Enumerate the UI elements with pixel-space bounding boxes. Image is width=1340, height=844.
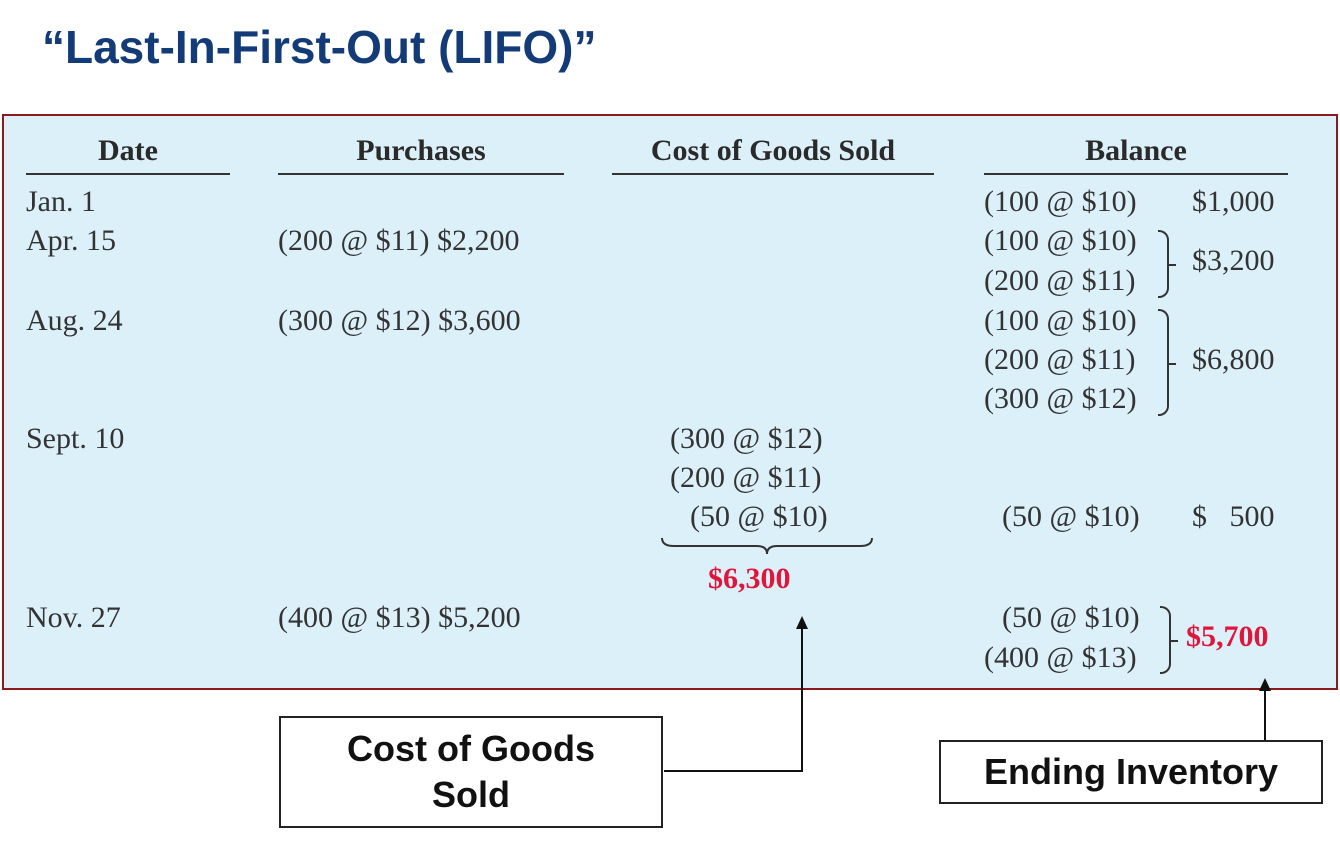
- header-date: Date: [98, 134, 158, 167]
- page-title: “Last-In-First-Out (LIFO)”: [42, 21, 597, 73]
- cogs-arrow-head: [796, 616, 808, 629]
- header-purchases-rule: [278, 173, 564, 175]
- balance-apr15-brace: [1158, 230, 1176, 298]
- cogs-connector-horizontal: [664, 770, 803, 772]
- cogs-sept10-line3: (50 @ $10): [690, 500, 828, 533]
- cogs-connector-vertical: [801, 628, 803, 772]
- balance-sept10-line1: (50 @ $10): [1002, 500, 1140, 533]
- purchase-aug24: (300 @ $12) $3,600: [278, 304, 521, 337]
- balance-aug24-line2: (200 @ $11): [984, 343, 1136, 376]
- date-nov27: Nov. 27: [26, 601, 121, 634]
- header-balance-rule: [984, 173, 1288, 175]
- balance-aug24-line3: (300 @ $12): [984, 382, 1137, 415]
- balance-sept10-total: $ 500: [1192, 500, 1275, 533]
- balance-apr15-line1: (100 @ $10): [984, 224, 1137, 257]
- cogs-total: $6,300: [708, 562, 791, 595]
- balance-nov27-brace: [1160, 606, 1178, 674]
- header-date-rule: [26, 173, 230, 175]
- header-balance: Balance: [1085, 134, 1187, 167]
- inventory-arrow-head: [1259, 678, 1271, 691]
- inventory-connector-vertical: [1264, 690, 1266, 740]
- balance-apr15-total: $3,200: [1192, 244, 1275, 277]
- header-cogs-rule: [612, 173, 934, 175]
- cogs-callout-line1: Cost of Goods: [347, 728, 595, 769]
- cogs-underbrace: [661, 537, 873, 555]
- date-apr15: Apr. 15: [26, 224, 116, 257]
- purchase-nov27: (400 @ $13) $5,200: [278, 601, 521, 634]
- balance-nov27-line2: (400 @ $13): [984, 641, 1137, 674]
- balance-apr15-line2: (200 @ $11): [984, 264, 1136, 297]
- balance-aug24-brace: [1158, 309, 1176, 416]
- header-purchases: Purchases: [356, 134, 486, 167]
- ending-inventory-total: $5,700: [1186, 620, 1269, 653]
- cogs-sept10-line1: (300 @ $12): [670, 422, 823, 455]
- header-cogs: Cost of Goods Sold: [650, 134, 896, 167]
- purchase-apr15: (200 @ $11) $2,200: [278, 224, 520, 257]
- date-jan1: Jan. 1: [26, 185, 96, 218]
- balance-jan1-line1: (100 @ $10): [984, 185, 1137, 218]
- date-sept10: Sept. 10: [26, 422, 125, 455]
- balance-aug24-line1: (100 @ $10): [984, 304, 1137, 337]
- cogs-callout-line2: Sold: [432, 774, 510, 815]
- date-aug24: Aug. 24: [26, 304, 123, 337]
- balance-nov27-line1: (50 @ $10): [1002, 601, 1140, 634]
- lifo-table-panel: [2, 114, 1338, 690]
- balance-jan1-total: $1,000: [1192, 185, 1275, 218]
- ending-inventory-callout-box: Ending Inventory: [939, 740, 1323, 804]
- cogs-callout-box: Cost of Goods Sold: [279, 716, 663, 828]
- cogs-sept10-line2: (200 @ $11): [670, 461, 822, 494]
- balance-aug24-total: $6,800: [1192, 343, 1275, 376]
- ending-inventory-callout-label: Ending Inventory: [983, 751, 1278, 792]
